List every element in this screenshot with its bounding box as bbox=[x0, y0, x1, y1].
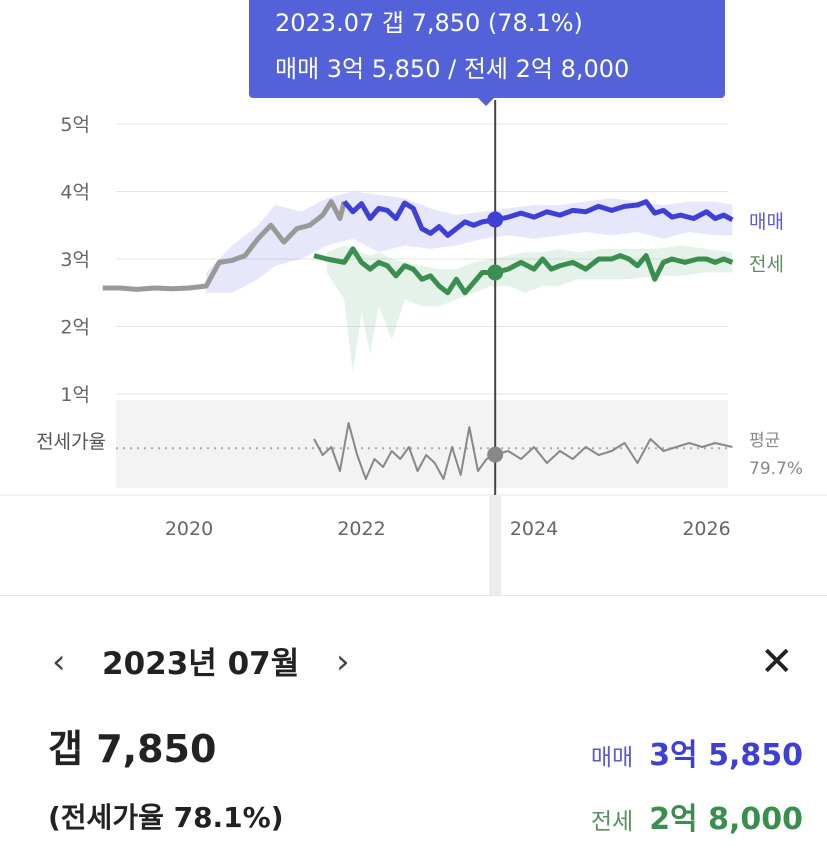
x-tick-label: 2020 bbox=[165, 518, 213, 540]
ratio-series-line bbox=[313, 422, 733, 480]
ratio-selected-point bbox=[487, 446, 504, 463]
jeonse-selected-point bbox=[487, 264, 504, 281]
x-tick-label: 2022 bbox=[337, 518, 385, 540]
tooltip-pointer bbox=[478, 98, 494, 106]
x-tick-label: 2026 bbox=[682, 518, 730, 540]
sale-series-line bbox=[342, 199, 734, 238]
cursor-track bbox=[489, 496, 502, 595]
x-tick-label: 2024 bbox=[510, 518, 558, 540]
ratio-average-value: 79.7% bbox=[749, 459, 803, 479]
period-title: 2023년 07월 bbox=[102, 646, 300, 682]
tooltip-gap-line: 2023.07 갭 7,850 (78.1%) bbox=[275, 9, 583, 37]
next-month-button[interactable]: › bbox=[336, 642, 350, 682]
jeonse-label: 전세 bbox=[590, 809, 634, 835]
sale-series-label: 매매 bbox=[749, 211, 784, 233]
sale-selected-point bbox=[487, 211, 504, 228]
ratio-average-label: 평균 bbox=[749, 431, 780, 451]
gap-amount: 갭 7,850 bbox=[48, 727, 217, 771]
ratio-label: 전세가율 bbox=[36, 431, 106, 453]
y-tick-label: 1억 bbox=[60, 384, 90, 406]
chart-tooltip: 2023.07 갭 7,850 (78.1%) 매매 3억 5,850 / 전세… bbox=[249, 0, 725, 106]
sale-history-line bbox=[102, 199, 347, 292]
jeonse-series-line bbox=[313, 246, 734, 296]
detail-panel: ‹ 2023년 07월 › ✕ 갭 7,850 (전세가율 78.1%) 매매 … bbox=[0, 595, 827, 855]
close-button[interactable]: ✕ bbox=[760, 639, 794, 685]
prev-month-button[interactable]: ‹ bbox=[52, 642, 66, 682]
jeonse-series-label: 전세 bbox=[749, 253, 784, 275]
tooltip-price-line: 매매 3억 5,850 / 전세 2억 8,000 bbox=[275, 55, 630, 83]
ratio-panel-bg bbox=[116, 400, 728, 488]
sale-label: 매매 bbox=[590, 745, 634, 771]
sale-price-row: 매매 3억 5,850 bbox=[591, 730, 803, 774]
sale-value: 3억 5,850 bbox=[649, 738, 803, 773]
y-tick-label: 3억 bbox=[60, 249, 90, 271]
jeonse-price-row: 전세 2억 8,000 bbox=[591, 794, 803, 838]
jeonse-value: 2억 8,000 bbox=[649, 802, 803, 837]
jeonse-ratio-text: (전세가율 78.1%) bbox=[48, 801, 284, 834]
y-tick-label: 5억 bbox=[60, 114, 90, 136]
y-tick-label: 4억 bbox=[60, 182, 90, 204]
y-tick-label: 2억 bbox=[60, 317, 90, 339]
